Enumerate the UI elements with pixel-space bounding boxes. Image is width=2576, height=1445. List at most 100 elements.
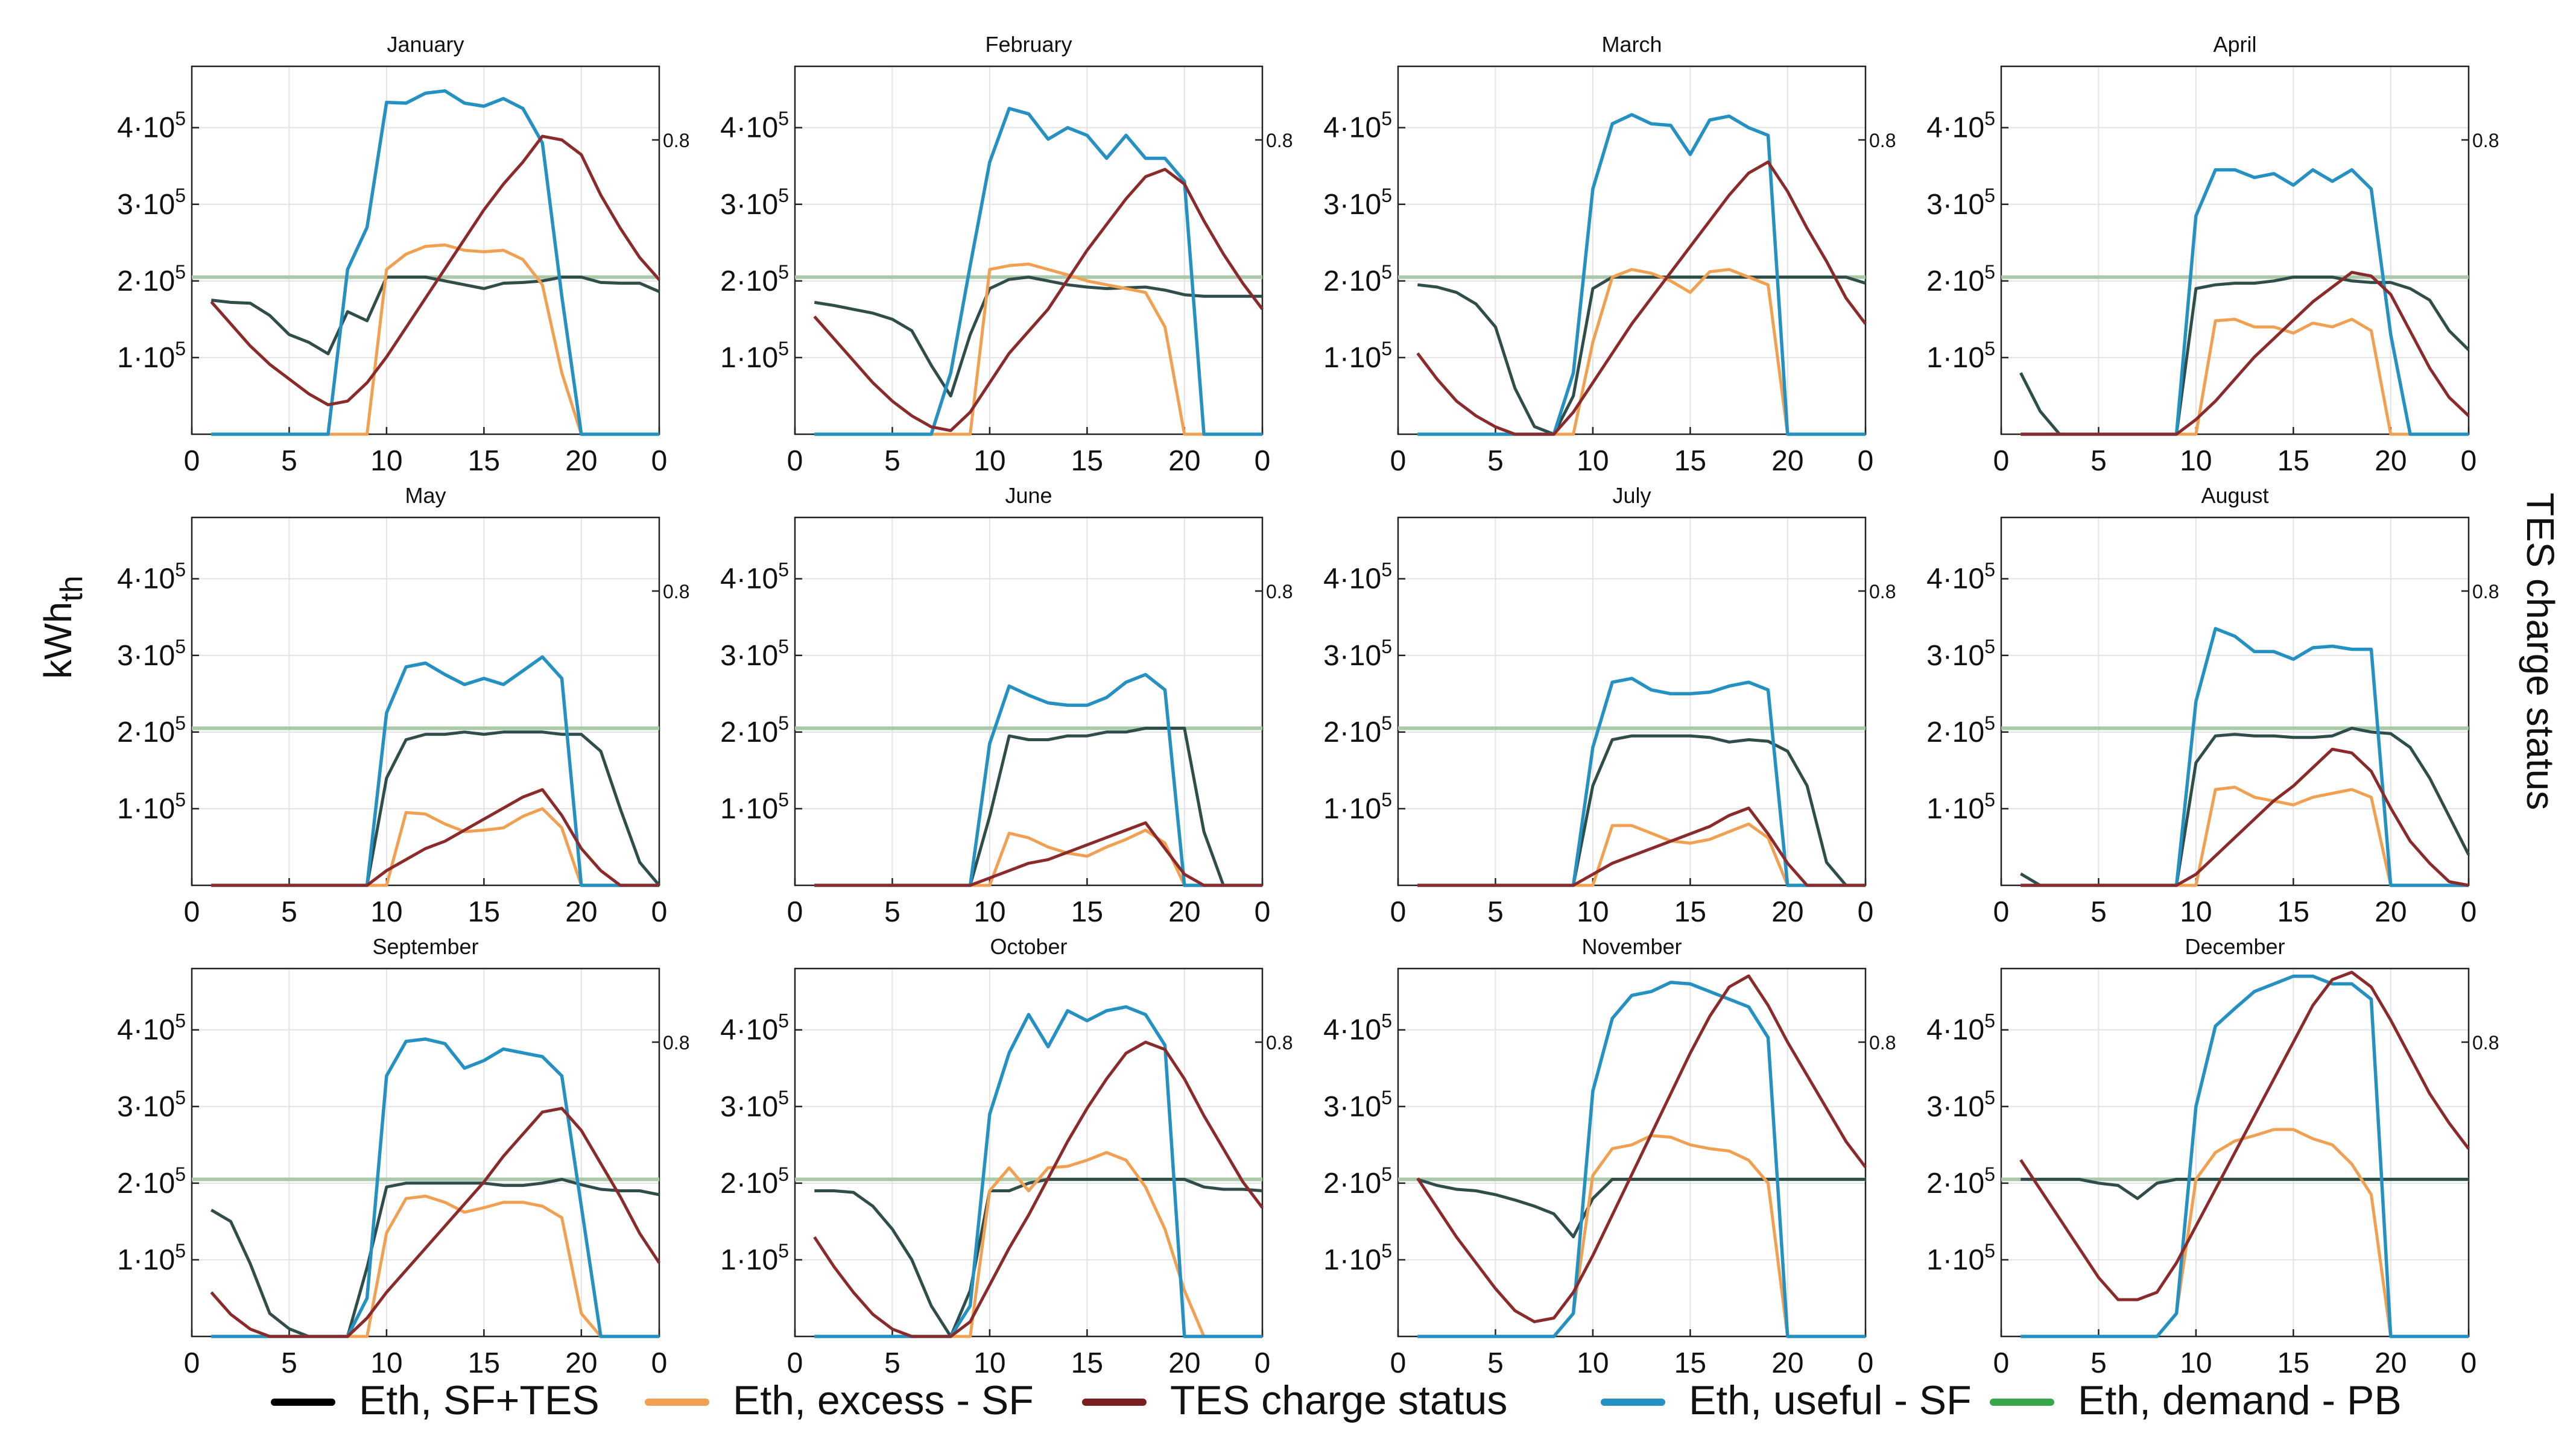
y-tick-label: 2·105 (117, 1163, 186, 1200)
right-tick-label: 0.8 (1266, 581, 1293, 602)
x-tick-label: 0 (2461, 1347, 2477, 1379)
x-tick-label: 0 (1255, 445, 1271, 477)
x-tick-label: 10 (370, 896, 402, 928)
x-tick-label: 20 (1168, 896, 1200, 928)
x-tick-label: 10 (1577, 445, 1609, 477)
x-tick-label: 20 (1168, 445, 1200, 477)
legend-item-demand: Eth, demand - PB (1990, 1377, 2402, 1423)
x-tick-label: 5 (1487, 445, 1504, 477)
series-useful (1417, 677, 1866, 887)
series-sf-tes (814, 276, 1262, 397)
series-excess (2021, 785, 2469, 887)
panel-december: December 1·105 2·105 3·105 4·105 0.8 0 5 10 15 20 0 (1926, 934, 2499, 1379)
plot-frame (1397, 967, 1867, 1338)
legend-label: TES charge status (1170, 1377, 1507, 1423)
series-tes (813, 1040, 1264, 1338)
y-tick-label: 4·105 (117, 1010, 186, 1046)
x-tick-label: 0 (1858, 896, 1874, 928)
plot-frame (2000, 967, 2470, 1338)
series-useful (211, 655, 659, 887)
x-tick-label: 5 (884, 896, 900, 928)
series-excess (1417, 268, 1866, 436)
y-tick-label: 2·105 (1323, 261, 1392, 297)
y-tick-label: 3·105 (117, 1087, 186, 1123)
x-tick-label: 5 (281, 1347, 297, 1379)
x-tick-label: 15 (1674, 445, 1706, 477)
legend-item-useful: Eth, useful - SF (1601, 1377, 1972, 1423)
legend-item-tes: TES charge status (1082, 1377, 1507, 1423)
y-tick-label: 2·105 (117, 712, 186, 748)
x-tick-label: 0 (1390, 1347, 1407, 1379)
series-excess (1417, 1134, 1866, 1338)
y-tick-label: 2·105 (720, 1163, 789, 1200)
right-tick-label: 0.8 (663, 581, 689, 602)
y-tick-label: 2·105 (1926, 1163, 1995, 1200)
x-tick-label: 10 (2180, 445, 2212, 477)
x-tick-label: 10 (370, 1347, 402, 1379)
series-useful (211, 89, 659, 436)
y-tick-label: 3·105 (1926, 185, 1995, 221)
y-tick-label: 1·105 (1926, 338, 1995, 374)
x-tick-label: 15 (2277, 445, 2309, 477)
x-tick-label: 15 (468, 1347, 500, 1379)
x-tick-label: 0 (787, 1347, 803, 1379)
series-tes (2021, 747, 2469, 887)
series-tes (211, 788, 659, 887)
y-tick-label: 3·105 (1323, 185, 1392, 221)
x-tick-label: 20 (565, 445, 597, 477)
y-tick-label: 2·105 (1323, 1163, 1392, 1200)
y-tick-label: 1·105 (720, 1240, 789, 1276)
y-tick-label: 1·105 (1926, 1240, 1995, 1276)
panel-august: August 1·105 2·105 3·105 4·105 0.8 0 5 10 15 20 0 (1926, 483, 2499, 928)
x-tick-label: 15 (468, 896, 500, 928)
panel-june: June 1·105 2·105 3·105 4·105 0.8 0 5 10 15 20 0 (720, 483, 1293, 928)
y-tick-label: 1·105 (117, 1240, 186, 1276)
series-tes (2019, 970, 2470, 1301)
y-tick-label: 4·105 (720, 108, 789, 144)
y-tick-label: 4·105 (1926, 108, 1995, 144)
right-tick-label: 0.8 (1869, 581, 1896, 602)
x-tick-label: 20 (2375, 1347, 2407, 1379)
x-tick-label: 0 (184, 896, 200, 928)
panel-title: June (1005, 483, 1052, 508)
panel-title: August (2201, 483, 2268, 508)
legend-label: Eth, useful - SF (1689, 1377, 1972, 1423)
y-tick-label: 1·105 (1926, 789, 1995, 825)
y-tick-label: 3·105 (720, 636, 789, 672)
y-tick-label: 3·105 (117, 636, 186, 672)
x-tick-label: 5 (281, 445, 297, 477)
x-tick-label: 20 (565, 1347, 597, 1379)
panel-february: February 1·105 2·105 3·105 4·105 0.8 0 5 10 15 20 0 (720, 32, 1293, 477)
panel-title: March (1601, 32, 1662, 57)
series-useful (814, 1005, 1262, 1338)
x-tick-label: 15 (1071, 896, 1103, 928)
legend-label: Eth, excess - SF (733, 1377, 1034, 1423)
y-tick-label: 3·105 (1926, 636, 1995, 672)
x-tick-label: 0 (2461, 445, 2477, 477)
series-useful (814, 107, 1262, 436)
y-tick-label: 2·105 (720, 712, 789, 748)
x-tick-label: 0 (651, 1347, 668, 1379)
series-excess (2021, 317, 2469, 436)
y-tick-label: 2·105 (1926, 261, 1995, 297)
x-tick-label: 10 (973, 896, 1005, 928)
right-tick-label: 0.8 (2472, 130, 2499, 151)
series-excess (211, 243, 659, 436)
legend-item-excess: Eth, excess - SF (645, 1377, 1034, 1423)
x-tick-label: 5 (281, 896, 297, 928)
y-axis-label: kWhth (36, 575, 89, 678)
y-tick-label: 2·105 (720, 261, 789, 297)
panel-title: October (990, 934, 1067, 959)
plot-frame (1397, 65, 1867, 435)
panel-title: May (405, 483, 446, 508)
legend-item-sf_tes: Eth, SF+TES (271, 1377, 600, 1423)
x-tick-label: 5 (884, 1347, 900, 1379)
x-tick-label: 0 (1255, 896, 1271, 928)
panel-title: January (387, 32, 464, 57)
right-tick-label: 0.8 (2472, 581, 2499, 602)
series-sf-tes (2021, 1178, 2469, 1200)
y-tick-label: 3·105 (1926, 1087, 1995, 1123)
series-useful (1417, 113, 1866, 436)
